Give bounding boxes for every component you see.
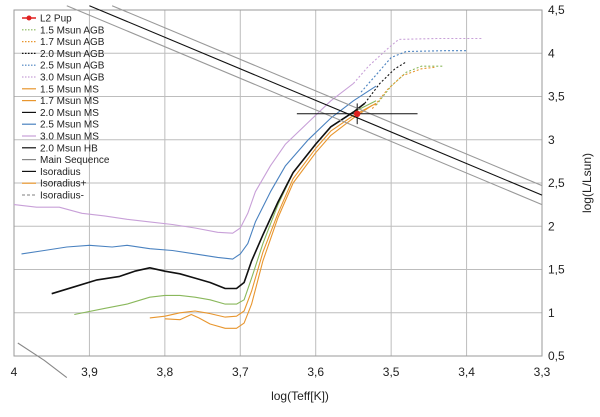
legend-item-2-5-msun-ms: 2.5 Msun MS	[22, 120, 99, 131]
y-tick-label: 3	[548, 133, 555, 147]
legend-label: 1.7 Msun AGB	[40, 37, 105, 48]
y-tick-label: 2,5	[548, 176, 565, 190]
point-layer	[296, 103, 418, 125]
legend-label: 3.0 Msun MS	[40, 132, 99, 143]
series-line-1-7-msun-agb	[371, 66, 437, 109]
x-tick-label: 3,6	[307, 365, 324, 379]
x-tick-label: 3,7	[232, 365, 249, 379]
series-line-1-5-msun-agb	[375, 65, 444, 106]
y-tick-label: 2	[548, 219, 555, 233]
series-line-isoradius	[111, 5, 543, 187]
l2-pup-point	[354, 110, 361, 118]
legend-label: 2.0 Msun HB	[40, 143, 98, 154]
series-line-1-5-msun-ms	[164, 104, 373, 329]
legend-label: Isoradius	[40, 167, 81, 178]
legend-item-isoradius: Isoradius-	[22, 191, 84, 202]
legend-item-3-0-msun-ms: 3.0 Msun MS	[22, 132, 99, 143]
legend-item-2-5-msun-agb: 2.5 Msun AGB	[22, 61, 105, 72]
y-tick-label: 1	[548, 306, 555, 320]
series-line-1-7-msun-ms	[149, 102, 377, 319]
x-tick-label: 3,5	[383, 365, 400, 379]
series-line-3-0-msun-ms	[13, 83, 354, 234]
plot-frame	[13, 9, 543, 357]
legend-item-2-0-msun-agb: 2.0 Msun AGB	[22, 49, 105, 60]
y-tick-label: 4	[548, 46, 555, 60]
legend-label: 2.0 Msun MS	[40, 108, 99, 119]
series-line-2-0-msun-hb	[51, 102, 366, 295]
legend-label: 2.5 Msun AGB	[40, 61, 105, 72]
series-line-2-5-msun-ms	[21, 85, 377, 260]
legend-label: 1.7 Msun MS	[40, 96, 99, 107]
grid-layer	[13, 9, 543, 357]
legend-label: 1.5 Msun AGB	[40, 25, 105, 36]
legend-label: Isoradius+	[40, 179, 87, 190]
legend-item-2-0-msun-ms: 2.0 Msun MS	[22, 108, 99, 119]
x-tick-label: 3,9	[81, 365, 98, 379]
legend-item-3-0-msun-agb: 3.0 Msun AGB	[22, 73, 105, 84]
legend-item-1-7-msun-agb: 1.7 Msun AGB	[22, 37, 105, 48]
legend-item-1-5-msun-agb: 1.5 Msun AGB	[22, 25, 105, 36]
series-line-isoradius	[66, 5, 543, 206]
legend-label: 2.0 Msun AGB	[40, 49, 105, 60]
series-line-main-sequence	[17, 342, 68, 379]
legend-label: 1.5 Msun MS	[40, 84, 99, 95]
axis-layer: 4 3,9 3,8 3,7 3,6 3,5 3,4 3,3 0,5 1 1,5 2 2,5 3 3,5 4 4,…	[11, 3, 565, 379]
series-line-3-0-msun-agb	[352, 37, 482, 84]
legend-label: 3.0 Msun AGB	[40, 73, 105, 84]
y-axis-label: log(L/Lsun)	[580, 153, 594, 213]
x-tick-label: 3,8	[157, 365, 174, 379]
x-tick-label: 3,3	[534, 365, 551, 379]
legend-item-isoradius: Isoradius	[22, 167, 81, 178]
y-tick-label: 4,5	[548, 3, 565, 17]
series-line-isoradius	[89, 5, 543, 196]
y-tick-label: 0,5	[548, 349, 565, 363]
legend-label: Isoradius-	[40, 191, 84, 202]
x-axis-label: log(Teff[K])	[271, 389, 329, 403]
legend-item-isoradius: Isoradius+	[22, 179, 87, 190]
legend-item-1-5-msun-ms: 1.5 Msun MS	[22, 84, 99, 95]
x-tick-label: 4	[11, 365, 18, 379]
legend-item-l2-pup: L2 Pup	[22, 14, 72, 25]
legend-label: Main Sequence	[40, 155, 110, 166]
series-line-2-0-msun-agb	[364, 61, 407, 104]
x-tick-label: 3,4	[458, 365, 475, 379]
y-tick-label: 3,5	[548, 90, 565, 104]
legend-item-main-sequence: Main Sequence	[22, 155, 110, 166]
series-layer	[13, 5, 543, 379]
legend-label: L2 Pup	[40, 14, 72, 25]
legend-item-2-0-msun-hb: 2.0 Msun HB	[22, 143, 98, 154]
legend-label: 2.5 Msun MS	[40, 120, 99, 131]
legend-key-marker	[26, 15, 32, 21]
legend-item-1-7-msun-ms: 1.7 Msun MS	[22, 96, 99, 107]
y-tick-label: 1,5	[548, 263, 565, 277]
